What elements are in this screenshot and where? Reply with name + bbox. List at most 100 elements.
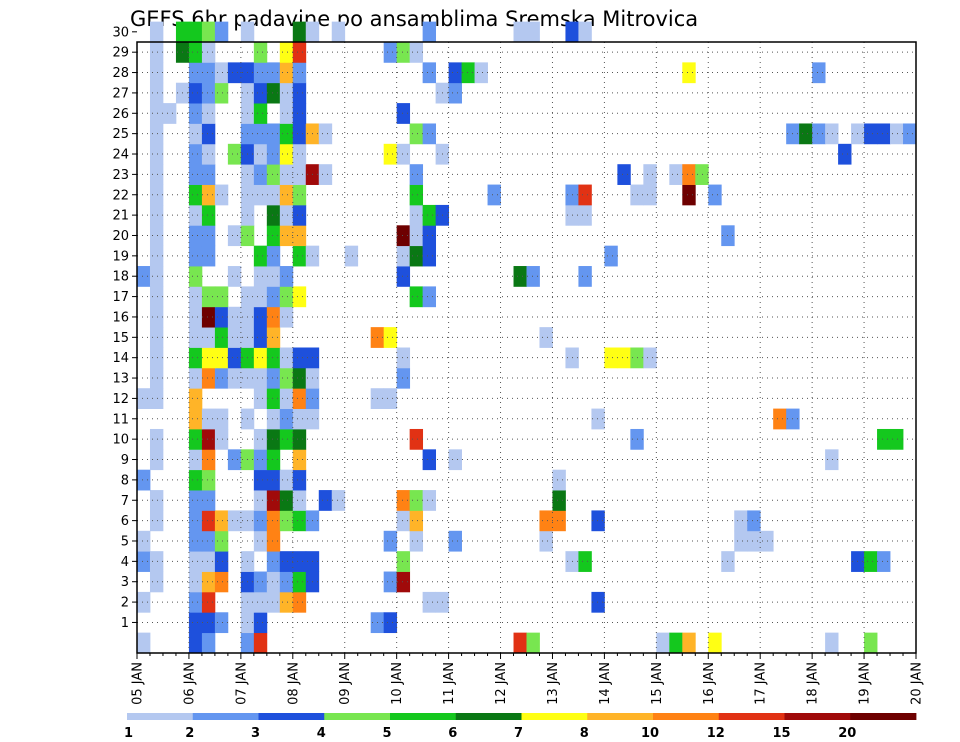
heatmap-cell [149, 184, 164, 206]
heatmap-cell [578, 21, 592, 43]
heatmap-cell [578, 204, 592, 226]
heatmap-cell [201, 103, 216, 124]
heatmap-cell [318, 164, 333, 185]
heatmap-cell [266, 408, 281, 430]
heatmap-cell [188, 347, 203, 369]
heatmap-cell [292, 286, 307, 308]
heatmap-cell [526, 21, 540, 43]
heatmap-cell [292, 21, 307, 43]
heatmap-cell [253, 286, 268, 308]
heatmap-cell [188, 103, 203, 124]
heatmap-cell [149, 225, 164, 247]
heatmap-cell [214, 21, 229, 43]
heatmap-cell [539, 510, 553, 532]
heatmap-cell [448, 62, 462, 84]
y-tick-label: 8 [121, 473, 129, 488]
heatmap-cell [643, 184, 657, 206]
heatmap-cell [825, 123, 839, 145]
heatmap-cell [188, 388, 203, 409]
heatmap-cell [201, 449, 216, 471]
heatmap-cell [149, 327, 164, 348]
heatmap-cell [838, 143, 852, 165]
heatmap-cell [448, 82, 462, 104]
heatmap-cell [760, 530, 774, 552]
heatmap-cell [279, 62, 294, 84]
heatmap-cell [253, 591, 268, 613]
heatmap-cell [188, 408, 203, 430]
heatmap-cell [747, 530, 761, 552]
heatmap-cell [279, 571, 294, 593]
heatmap-cell [279, 286, 294, 308]
heatmap-cell [188, 123, 203, 145]
heatmap-cell [279, 204, 294, 226]
heatmap-cell [552, 490, 566, 511]
heatmap-cell [266, 510, 281, 532]
colorbar-swatch [390, 713, 457, 720]
heatmap-cell [591, 591, 605, 613]
heatmap-cell [137, 551, 151, 572]
y-tick-label: 4 [121, 555, 129, 570]
x-tick-label: 05 JAN [131, 662, 146, 705]
heatmap-cell [409, 225, 424, 247]
heatmap-cell [266, 245, 281, 267]
heatmap-cell [331, 21, 346, 43]
heatmap-cell [292, 103, 307, 124]
heatmap-cell [292, 551, 307, 572]
colorbar-label: 4 [317, 726, 326, 741]
heatmap-cell [279, 591, 294, 613]
heatmap-cell [396, 490, 411, 511]
heatmap-cell [188, 449, 203, 471]
colorbar-legend: 1 2 3 4 5 6 7 8 10 12 15 20 [124, 713, 917, 741]
colorbar-swatch [455, 713, 522, 720]
heatmap-cell [383, 612, 398, 634]
heatmap-cell [292, 388, 307, 409]
heatmap-cell [149, 388, 164, 409]
y-tick-label: 24 [112, 148, 129, 163]
heatmap-cell [266, 388, 281, 409]
heatmap-cell [266, 204, 281, 226]
heatmap-cell [227, 266, 242, 287]
heatmap-cell [422, 123, 437, 145]
y-tick-label: 30 [112, 25, 129, 40]
y-tick-label: 15 [112, 331, 129, 346]
heatmap-cell [292, 428, 307, 450]
heatmap-cell [409, 164, 424, 185]
heatmap-cell [539, 530, 553, 552]
heatmap-cell [526, 266, 540, 287]
heatmap-cell [188, 143, 203, 165]
heatmap-cell [188, 21, 203, 43]
heatmap-cell [253, 469, 268, 491]
heatmap-cell [188, 428, 203, 450]
heatmap-cell [279, 266, 294, 287]
heatmap-cell [292, 408, 307, 430]
heatmap-cell [227, 225, 242, 247]
heatmap-cells [137, 21, 917, 654]
heatmap-cell [422, 245, 437, 267]
heatmap-cell [292, 591, 307, 613]
heatmap-cell [292, 347, 307, 369]
heatmap-cell [448, 449, 462, 471]
y-tick-label: 11 [112, 412, 129, 427]
heatmap-cell [565, 21, 579, 43]
y-tick-label: 21 [112, 209, 129, 224]
heatmap-cell [409, 428, 424, 450]
heatmap-cell [188, 164, 203, 185]
heatmap-cell [253, 367, 268, 389]
colorbar-swatch [324, 713, 391, 720]
heatmap-cell [253, 388, 268, 409]
x-tick-label: 17 JAN [754, 662, 769, 705]
heatmap-cell [266, 306, 281, 328]
heatmap-cell [695, 164, 709, 185]
heatmap-cell [188, 42, 203, 63]
y-tick-label: 19 [112, 249, 129, 264]
heatmap-cell [188, 490, 203, 511]
heatmap-cell [201, 551, 216, 572]
heatmap-cell [253, 632, 268, 654]
heatmap-cell [669, 164, 683, 185]
heatmap-cell [253, 266, 268, 287]
heatmap-cell [383, 143, 398, 165]
heatmap-cell [422, 62, 437, 84]
heatmap-cell [253, 347, 268, 369]
heatmap-cell [279, 164, 294, 185]
heatmap-cell [799, 123, 813, 145]
